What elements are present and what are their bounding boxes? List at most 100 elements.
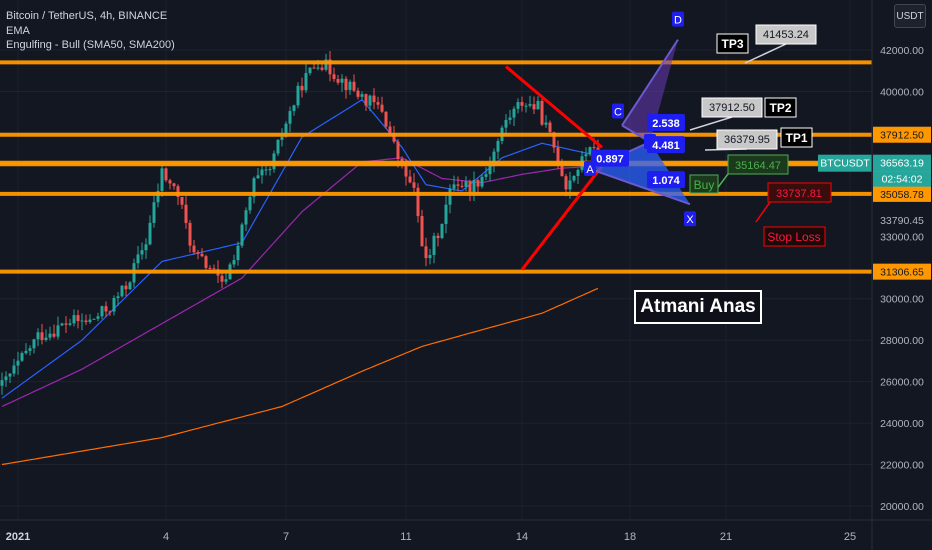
tp3-tag-box[interactable] [716,33,749,54]
candle-body [400,158,404,162]
stoploss-tag-label: Stop Loss [767,230,820,244]
target-box[interactable] [701,97,763,118]
engulfing-indicator-label[interactable]: Engulfing - Bull (SMA50, SMA200) [6,39,175,51]
pattern-ratio-label: 1.074 [652,175,680,187]
candle-body [276,139,280,154]
candle-body [48,333,52,338]
stoploss-value-box[interactable] [767,182,832,203]
candle-body [268,169,272,171]
candle-body [56,325,60,337]
currency-button[interactable]: USDT [894,4,926,28]
ema-slow-path [1,287,599,466]
candle-body [296,85,300,106]
candle-body [392,133,396,142]
current-price-tag[interactable] [873,154,931,172]
candle-body [320,67,324,70]
current-symbol-tag[interactable] [818,154,872,172]
candle-body [224,279,228,282]
time-tick-label: 11 [400,531,411,543]
ema-indicator-label[interactable]: EMA [6,24,30,37]
tp2-tag-box[interactable] [764,97,797,118]
candle-body [404,161,408,177]
level-price-label: 31306.65 [880,267,924,279]
candle-body [136,254,140,264]
ema-fast-path [1,98,599,399]
candle-body [556,147,560,166]
target-value-label: 36379.95 [724,134,770,146]
candle-body [236,245,240,261]
time-tick-label: 25 [844,531,856,543]
pattern-point-c-box [612,103,624,119]
candle-body [284,123,288,137]
pattern-point-c-label: C [614,106,622,118]
ema-fast-line [1,98,599,399]
candle-body [572,175,576,181]
time-tick-label: 7 [283,531,289,543]
candle-body [32,339,36,349]
candle-body [544,122,548,125]
grid [0,0,872,520]
trend-lines[interactable] [505,65,604,271]
price-tick-label: 30000.00 [880,294,924,306]
target-callouts[interactable]: 41453.24 37912.50 36379.95 TP3 TP2 TP1 35164.4… [689,24,832,247]
candle-body [516,102,520,109]
candle-body [8,373,12,377]
candle-body [308,67,312,74]
pattern-ratio-box [647,136,685,154]
pattern-ratio-label: 2.538 [652,118,680,130]
tp1-tag-box[interactable] [780,127,813,148]
candle-body [280,136,284,140]
level-price-tag[interactable] [873,185,931,202]
target-box[interactable] [755,24,817,45]
price-tick-label: 28000.00 [880,335,924,347]
chart-legend: Bitcoin / TetherUS, 4h, BINANCE EMA Engu… [6,9,175,53]
pattern-triangle-bcd [622,39,678,143]
candle-body [28,348,32,351]
candle-body [100,306,104,317]
pattern-point-x-box [684,211,696,227]
candle-body [152,202,156,223]
candle-body [204,256,208,268]
candle-body [180,197,184,205]
candle-body [328,59,332,75]
buy-tag-box[interactable] [689,174,719,194]
candle-body [520,102,524,106]
candle-body [196,252,200,254]
horizontal-levels[interactable] [0,60,872,274]
price-axis[interactable]: 42000.0040000.0038000.0037912.5036485.64… [818,0,932,550]
pattern-point-d-box [672,11,684,27]
stoploss-pointer [755,201,771,223]
time-tick-label: 4 [163,531,169,543]
candle-body [64,323,68,325]
candle-body [36,332,40,340]
stoploss-tag-box[interactable] [763,226,826,247]
candle-body [548,122,552,133]
candle-body [140,250,144,255]
price-tick-label: 33790.45 [880,215,924,227]
level-price-tag[interactable] [873,126,931,143]
candle-body [436,235,440,239]
candle-body [116,296,120,299]
pattern-ratio-box [591,149,629,167]
candlestick-series [0,51,600,395]
trend-line[interactable] [505,65,603,149]
trend-line[interactable] [520,165,604,271]
target-box[interactable] [716,129,778,150]
symbol-title[interactable]: Bitcoin / TetherUS, 4h, BINANCE [6,10,168,22]
current-price-label: 36563.19 [880,158,924,170]
candle-body [156,190,160,203]
candle-body [388,126,392,134]
candle-body [432,235,436,256]
tp3-tag-label: TP3 [721,37,743,51]
buy-value-box[interactable] [727,154,789,175]
level-price-tag[interactable] [873,263,931,280]
candle-body [372,95,376,103]
candle-body [552,132,556,148]
candle-body [376,102,380,105]
candle-body [168,180,172,184]
candle-body [356,90,360,97]
candle-body [92,318,96,320]
